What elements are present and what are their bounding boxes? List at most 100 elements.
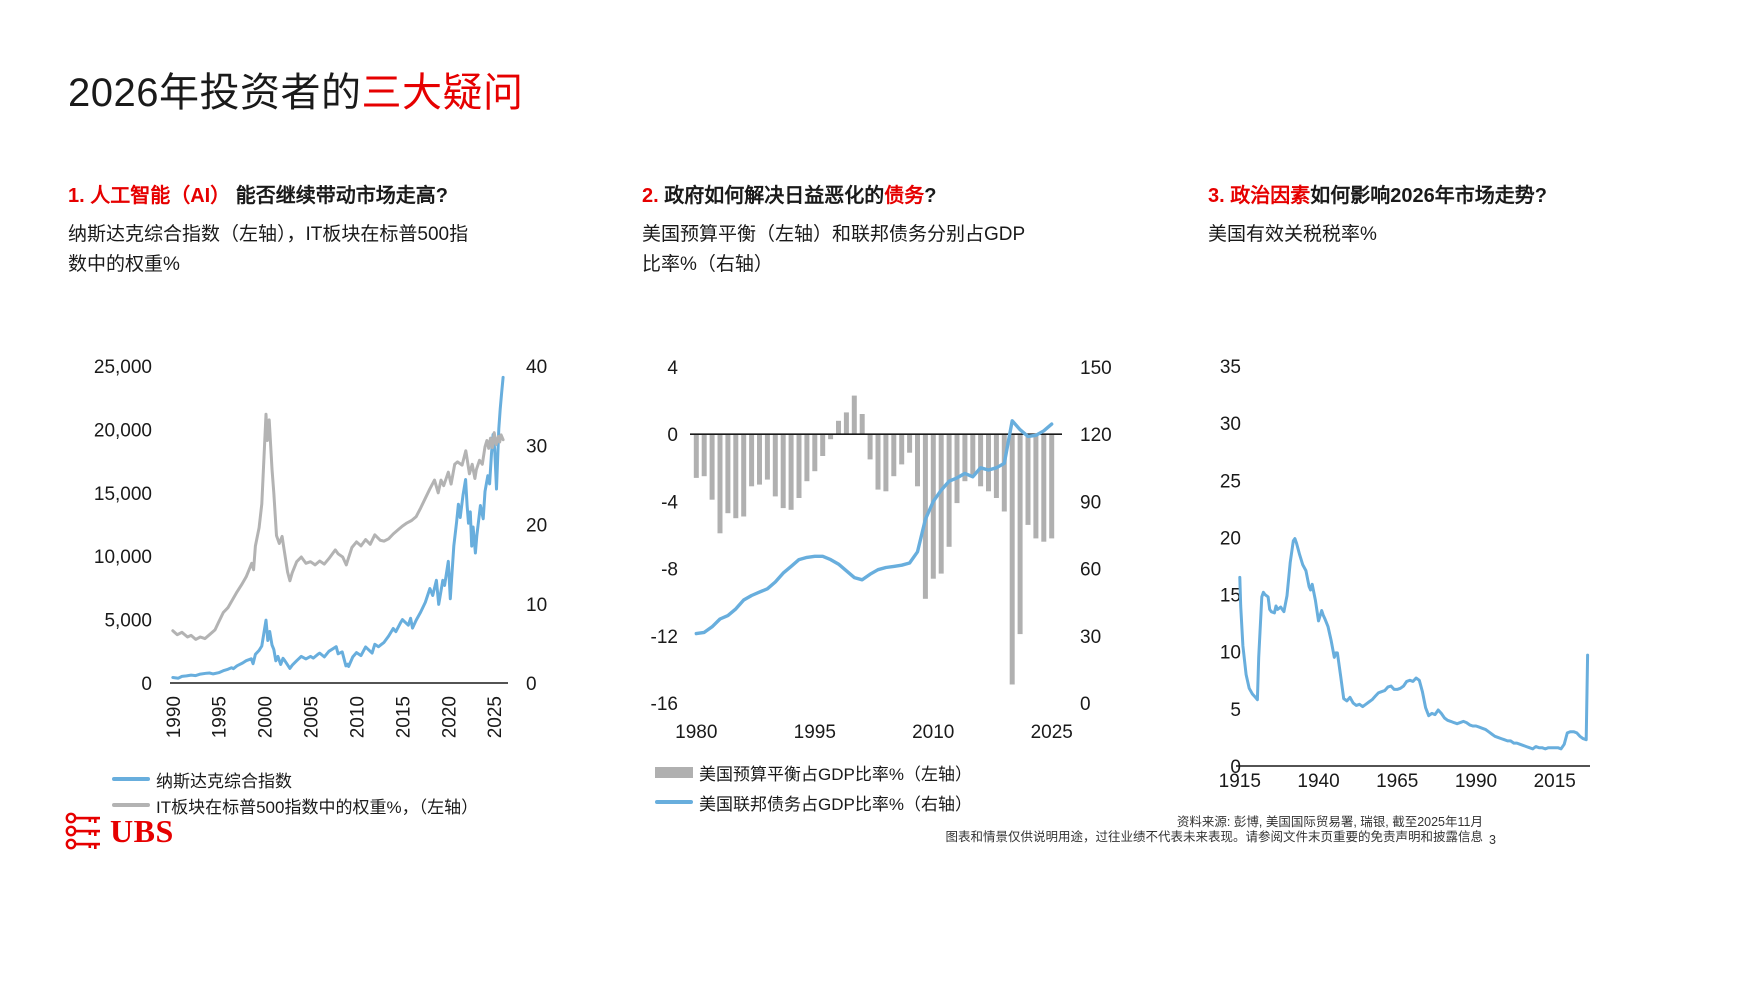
axis-tick-label: 2015 [1534, 771, 1576, 792]
axis-tick-label: 10 [526, 595, 547, 616]
budget-bar [709, 434, 715, 500]
budget-bar [1009, 434, 1015, 685]
axis-tick-label: 90 [1080, 492, 1101, 513]
blue-line-swatch [655, 800, 693, 804]
axis-tick-label: 1990 [1455, 771, 1497, 792]
heading-black: 政府如何解决日益恶化的 [664, 185, 885, 207]
axis-tick-label: 1995 [210, 696, 231, 738]
axis-tick-label: 15,000 [94, 484, 152, 505]
budget-bar [796, 434, 802, 498]
budget-bar [749, 434, 755, 487]
axis-tick-label: -12 [651, 627, 678, 648]
budget-bar [970, 434, 976, 475]
budget-bar [820, 434, 826, 456]
axis-tick-label: 20 [1220, 528, 1241, 549]
axis-tick-label: 15 [1220, 586, 1241, 607]
axis-tick-label: 30 [1080, 627, 1101, 648]
axis-tick-label: 10,000 [94, 547, 152, 568]
legend-label: 纳斯达克综合指数 [156, 771, 292, 791]
budget-bar [788, 434, 794, 510]
axis-tick-label: 1980 [675, 722, 717, 743]
axis-tick-label: 120 [1080, 425, 1112, 446]
legend-item-debt: 美国联邦债务占GDP比率%（右轴） [655, 787, 972, 817]
axis-tick-label: 0 [1080, 694, 1091, 715]
axis-tick-label: 1940 [1297, 771, 1339, 792]
budget-bar [701, 434, 707, 477]
blue-line-swatch [112, 777, 150, 781]
axis-tick-label: 2010 [347, 696, 368, 738]
budget-bar [828, 434, 834, 440]
budget-bar [725, 434, 731, 514]
heading-red2: 债务 [884, 185, 925, 207]
axis-tick-label: 2000 [256, 696, 277, 738]
budget-bar [1025, 434, 1031, 525]
ubs-logo: UBS [64, 812, 174, 850]
axis-tick-label: 30 [526, 436, 547, 457]
axis-tick-label: 1995 [794, 722, 836, 743]
axis-tick-label: 2010 [912, 722, 954, 743]
budget-bar [780, 434, 786, 509]
legend-label: 美国联邦债务占GDP比率%（右轴） [699, 794, 972, 814]
budget-bar [812, 434, 818, 472]
data-line [694, 419, 1054, 636]
budget-bar [986, 434, 991, 492]
section-subtitle-politics: 美国有效关税税率% [1208, 224, 1377, 245]
heading-red: 3. 政治因素 [1208, 185, 1311, 207]
section-heading-politics: 3. 政治因素如何影响2026年市场走势? [1208, 183, 1547, 209]
axis-tick-label: -4 [661, 492, 678, 513]
budget-bar [891, 434, 897, 477]
section-subtitle-debt: 美国预算平衡（左轴）和联邦债务分别占GDP比率%（右轴） [642, 224, 1026, 275]
budget-bar [836, 420, 841, 435]
axis-tick-label: 1915 [1219, 771, 1261, 792]
axis-tick-label: 2005 [302, 696, 323, 738]
budget-debt-canvas: 4 0 -4 -8 -12 -16 150 120 90 60 30 0 1980 1995 2010 202… [651, 358, 1112, 743]
axis-tick-label: 20 [526, 516, 547, 537]
section-heading-ai: 1. 人工智能（AI） 能否继续带动市场走高? [68, 183, 448, 209]
budget-bar [859, 414, 865, 435]
axis-tick-label: 1965 [1376, 771, 1418, 792]
page-title: 2026年投资者的三大疑问 [68, 60, 523, 118]
budget-bar [733, 434, 739, 519]
budget-bar [962, 434, 968, 482]
budget-bar [772, 434, 778, 497]
legend-item-budget: 美国预算平衡占GDP比率%（左轴） [655, 757, 972, 787]
nasdaq-chart-legend: 纳斯达克综合指数 IT板块在标普500指数中的权重%，（左轴） [112, 766, 478, 818]
axis-tick-label: -8 [661, 560, 678, 581]
axis-tick-label: 30 [1220, 414, 1241, 435]
axis-tick-label: 0 [141, 674, 152, 695]
budget-debt-chart-legend: 美国预算平衡占GDP比率%（左轴） 美国联邦债务占GDP比率%（右轴） [655, 757, 972, 817]
budget-bar [851, 395, 857, 435]
heading-black: 如何影响2026年市场走势? [1310, 185, 1547, 207]
gray-bar-swatch [655, 766, 693, 778]
axis-tick-label: 25 [1220, 471, 1241, 492]
gray-line-swatch [112, 803, 150, 807]
budget-bar [1049, 434, 1055, 539]
ubs-keys-icon [65, 812, 100, 850]
tariff-rate-chart: 35 30 25 20 15 10 5 0 1915 1940 1965 1990 2015 [1208, 340, 1628, 815]
budget-bar [741, 434, 747, 517]
legend-label: IT板块在标普500指数中的权重%，（左轴） [156, 797, 479, 817]
budget-bar [804, 434, 810, 482]
budget-bar [757, 434, 762, 485]
axis-tick-label: 2015 [393, 696, 414, 738]
axis-tick-label: 5 [1230, 700, 1241, 721]
budget-bar [867, 434, 873, 460]
nasdaq-it-weight-canvas: 25,00020,00015,00010,0005,00004030201001… [94, 357, 547, 738]
page-title-text: 2026年投资者的 [68, 71, 362, 115]
heading-red: 1. 人工智能（AI） [68, 185, 231, 207]
axis-tick-label: 25,000 [94, 357, 152, 378]
axis-tick-label: 0 [667, 425, 678, 446]
budget-bar [1041, 434, 1047, 542]
axis-tick-label: 0 [1230, 757, 1241, 778]
budget-bar [907, 434, 913, 453]
heading-black: 能否继续带动市场走高? [230, 185, 449, 207]
budget-bar [717, 434, 723, 534]
axis-tick-label: 20,000 [94, 420, 152, 441]
source-line: 资料来源: 彭博, 美国国际贸易署, 瑞银, 截至2025年11月 [1176, 815, 1483, 829]
axis-tick-label: 0 [526, 674, 537, 695]
axis-tick-label: 35 [1220, 357, 1241, 378]
budget-bar [843, 412, 849, 435]
axis-tick-label: 10 [1220, 643, 1241, 664]
budget-debt-chart: 4 0 -4 -8 -12 -16 150 120 90 60 30 0 1980 1995 2010 202… [642, 340, 1142, 755]
